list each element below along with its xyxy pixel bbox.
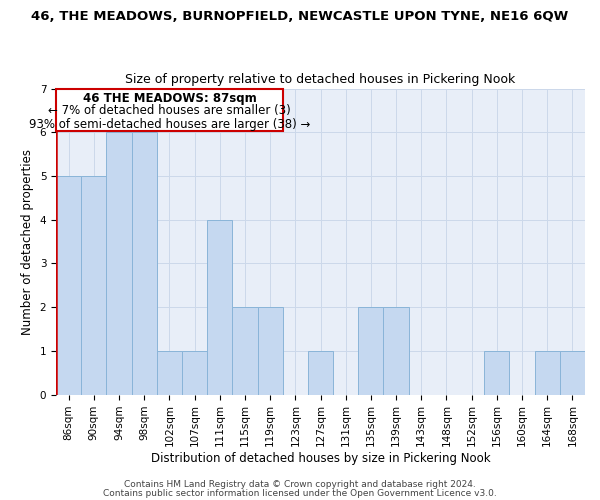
Bar [308, 351, 333, 395]
Bar [535, 351, 560, 395]
Bar [81, 176, 106, 394]
Bar [560, 351, 585, 395]
Bar [182, 351, 207, 395]
Bar [207, 220, 232, 394]
Bar [484, 351, 509, 395]
Y-axis label: Number of detached properties: Number of detached properties [21, 148, 34, 334]
Text: 46 THE MEADOWS: 87sqm: 46 THE MEADOWS: 87sqm [83, 92, 256, 104]
Bar [106, 132, 131, 394]
Text: 93% of semi-detached houses are larger (38) →: 93% of semi-detached houses are larger (… [29, 118, 310, 131]
Bar [232, 307, 257, 394]
Bar [257, 307, 283, 394]
Bar [157, 351, 182, 395]
X-axis label: Distribution of detached houses by size in Pickering Nook: Distribution of detached houses by size … [151, 452, 490, 465]
Text: 46, THE MEADOWS, BURNOPFIELD, NEWCASTLE UPON TYNE, NE16 6QW: 46, THE MEADOWS, BURNOPFIELD, NEWCASTLE … [31, 10, 569, 23]
Bar [383, 307, 409, 394]
Title: Size of property relative to detached houses in Pickering Nook: Size of property relative to detached ho… [125, 73, 515, 86]
Text: Contains public sector information licensed under the Open Government Licence v3: Contains public sector information licen… [103, 488, 497, 498]
FancyBboxPatch shape [56, 88, 283, 132]
Text: ← 7% of detached houses are smaller (3): ← 7% of detached houses are smaller (3) [48, 104, 291, 117]
Bar [56, 176, 81, 394]
Text: Contains HM Land Registry data © Crown copyright and database right 2024.: Contains HM Land Registry data © Crown c… [124, 480, 476, 489]
Bar [131, 132, 157, 394]
Bar [358, 307, 383, 394]
